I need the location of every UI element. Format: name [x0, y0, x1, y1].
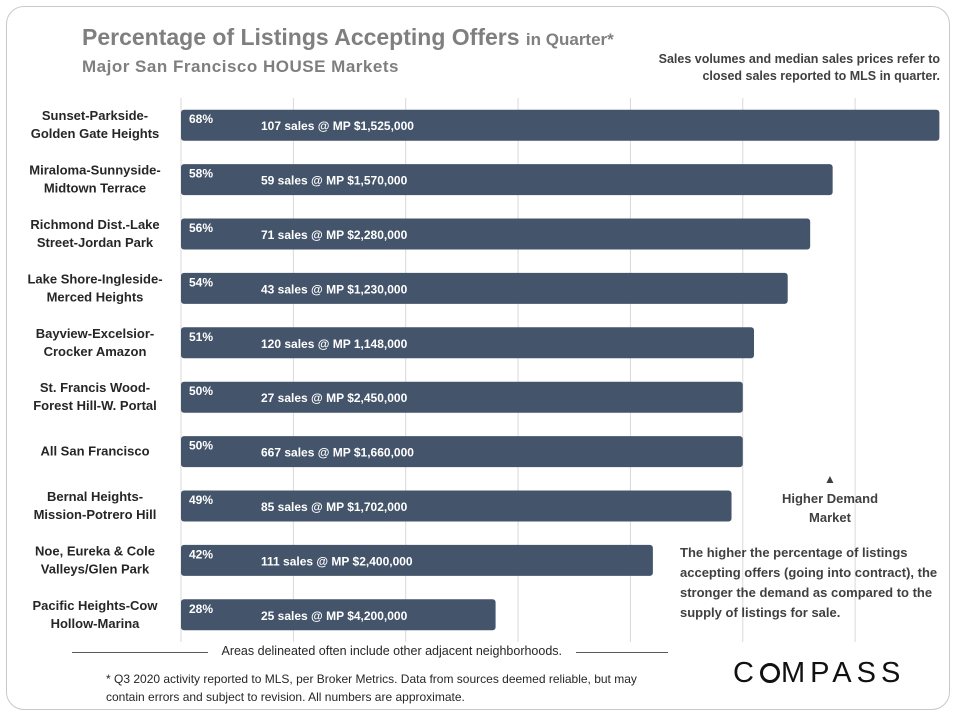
category-label: Bernal Heights- [47, 489, 143, 504]
bar-annotation: 71 sales @ MP $2,280,000 [261, 228, 408, 242]
chart-title-suffix: in Quarter* [525, 30, 614, 49]
bar-value-label: 54% [189, 275, 213, 289]
bar [181, 218, 811, 250]
bar-value-label: 42% [189, 547, 213, 561]
bar-value-label: 50% [189, 439, 213, 453]
bar-value-label: 28% [189, 602, 213, 616]
bar-value-label: 51% [189, 330, 213, 344]
bar [181, 544, 653, 576]
bar-value-label: 68% [189, 112, 213, 126]
category-label: Miraloma-Sunnyside- [29, 163, 160, 178]
higher-demand-text: Higher Demand Market [781, 491, 879, 525]
category-label: Forest Hill-W. Portal [33, 398, 157, 413]
bar-value-label: 56% [189, 221, 213, 235]
category-label: Midtown Terrace [44, 181, 146, 196]
category-label: Crocker Amazon [44, 344, 147, 359]
bar-annotation: 25 sales @ MP $4,200,000 [261, 609, 408, 623]
category-label: Mission-Potrero Hill [34, 507, 157, 522]
bar-annotation: 111 sales @ MP $2,400,000 [261, 554, 413, 568]
explanation-text: The higher the percentage of listings ac… [680, 545, 938, 620]
bar [181, 381, 743, 413]
category-label: Pacific Heights-Cow [33, 598, 159, 613]
bar-annotation: 120 sales @ MP 1,148,000 [261, 337, 408, 351]
bar [181, 327, 754, 359]
bar [181, 436, 743, 468]
areas-note: Areas delineated often include other adj… [72, 644, 712, 658]
category-label: Golden Gate Heights [31, 126, 160, 141]
compass-logo: C MPASS [733, 657, 906, 689]
bar-value-label: 58% [189, 167, 213, 181]
sales-note: Sales volumes and median sales prices re… [658, 52, 940, 83]
divider-right [575, 651, 668, 653]
bar [181, 490, 732, 522]
category-label: St. Francis Wood- [40, 380, 150, 395]
category-label: Merced Heights [47, 289, 144, 304]
category-label: Lake Shore-Ingleside- [27, 271, 162, 286]
bar-value-label: 49% [189, 493, 213, 507]
bar-annotation: 107 sales @ MP $1,525,000 [261, 119, 414, 133]
bar-value-label: 50% [189, 384, 213, 398]
footnote: * Q3 2020 activity reported to MLS, per … [106, 672, 637, 704]
bar-annotation: 27 sales @ MP $2,450,000 [261, 391, 408, 405]
bar [181, 164, 833, 196]
areas-note-text: Areas delineated often include other adj… [221, 644, 563, 658]
category-label: Street-Jordan Park [37, 235, 154, 250]
category-label: Hollow-Marina [51, 616, 141, 631]
category-label: Bayview-Excelsior- [36, 326, 155, 341]
category-label: Valleys/Glen Park [41, 561, 150, 576]
higher-demand-label: ▲ Higher Demand Market [760, 470, 900, 527]
category-label: Noe, Eureka & Cole [35, 543, 155, 558]
logo-o-ring [759, 663, 780, 683]
bar-annotation: 667 sales @ MP $1,660,000 [261, 446, 414, 460]
bar-annotation: 59 sales @ MP $1,570,000 [261, 174, 408, 188]
bar [181, 272, 788, 304]
bar-annotation: 43 sales @ MP $1,230,000 [261, 282, 408, 296]
category-label: All San Francisco [40, 444, 149, 459]
chart-title: Percentage of Listings Accepting Offers … [82, 24, 614, 50]
divider-left [72, 651, 208, 653]
bar [181, 599, 496, 631]
category-label: Sunset-Parkside- [42, 108, 148, 123]
up-triangle-icon: ▲ [824, 472, 836, 486]
bar-annotation: 85 sales @ MP $1,702,000 [261, 500, 408, 514]
category-label: Richmond Dist.-Lake [30, 217, 159, 232]
chart-subtitle: Major San Francisco HOUSE Markets [82, 57, 399, 76]
bar [181, 109, 940, 141]
